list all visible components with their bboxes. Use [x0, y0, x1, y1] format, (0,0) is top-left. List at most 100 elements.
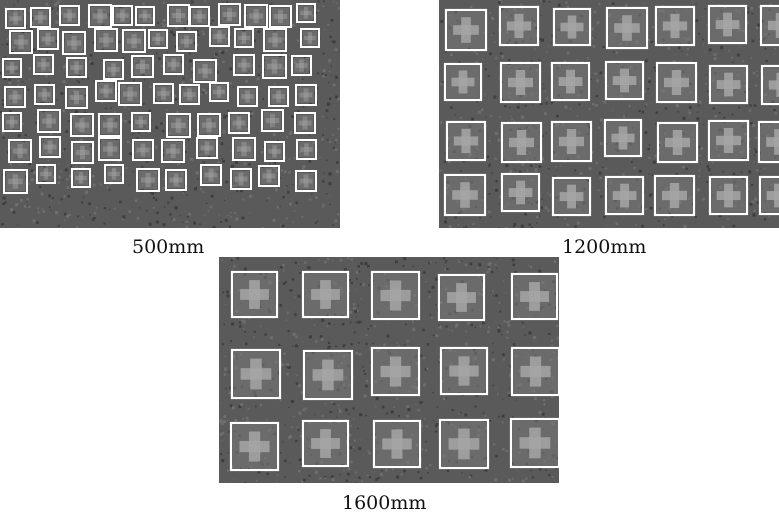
bounding-box — [510, 272, 559, 321]
bounding-box — [98, 137, 122, 161]
bounding-box — [131, 112, 151, 132]
caption-500mm: 500mm — [132, 236, 205, 258]
bounding-box — [228, 112, 250, 134]
bounding-box — [498, 5, 540, 47]
bounding-box — [230, 168, 252, 190]
bounding-box — [209, 26, 230, 47]
image-panel-500mm — [0, 0, 340, 228]
detected-target — [550, 120, 593, 163]
detected-target — [3, 169, 28, 194]
bounding-box — [3, 169, 28, 194]
detected-target — [500, 172, 541, 213]
detected-target — [200, 164, 222, 186]
bounding-box — [372, 419, 422, 469]
detected-target — [707, 4, 748, 45]
bounding-box — [98, 113, 122, 137]
detected-target — [758, 175, 779, 216]
detected-target — [95, 80, 117, 102]
bounding-box — [370, 346, 421, 397]
detected-target — [161, 139, 185, 163]
bounding-box — [95, 80, 117, 102]
detected-target — [500, 121, 543, 164]
bounding-box — [655, 61, 698, 104]
detected-target — [62, 31, 86, 55]
bounding-box — [70, 113, 94, 137]
bounding-box — [264, 141, 285, 162]
bounding-box — [605, 6, 649, 50]
bounding-box — [196, 137, 218, 159]
detected-target — [262, 54, 287, 79]
bounding-box — [66, 57, 87, 78]
detected-target — [2, 112, 22, 132]
bounding-box — [295, 170, 317, 192]
bounding-box — [39, 136, 61, 158]
detected-target — [135, 6, 155, 26]
bounding-box — [94, 28, 118, 52]
detected-target — [209, 82, 229, 102]
bounding-box — [291, 55, 312, 76]
detected-target — [760, 64, 779, 106]
bounding-box — [112, 5, 133, 26]
bounding-box — [509, 417, 559, 469]
bounding-box — [189, 6, 210, 27]
detected-target — [153, 83, 174, 104]
bounding-box — [708, 175, 749, 216]
detected-target — [189, 6, 210, 27]
detected-target — [759, 4, 779, 47]
bounding-box — [237, 86, 258, 107]
bounding-box — [37, 109, 61, 133]
detected-target — [5, 8, 26, 29]
detected-target — [655, 61, 698, 104]
detected-target — [261, 109, 284, 132]
detected-target — [263, 28, 287, 52]
detected-target — [294, 112, 316, 134]
bounding-box — [268, 86, 289, 107]
detected-target — [165, 169, 187, 191]
bounding-box — [2, 112, 22, 132]
bounding-box — [103, 59, 124, 80]
detected-target — [209, 26, 230, 47]
detected-target — [230, 168, 252, 190]
caption-1600mm: 1600mm — [342, 492, 427, 514]
bounding-box — [59, 5, 80, 26]
bounding-box — [62, 31, 86, 55]
detected-target — [37, 109, 61, 133]
bounding-box — [37, 28, 59, 50]
detected-target — [708, 175, 749, 216]
detected-target — [233, 54, 255, 76]
bounding-box — [148, 29, 168, 49]
detected-target — [176, 31, 197, 52]
bounding-box — [708, 64, 749, 105]
bounding-box — [161, 139, 185, 163]
bounding-box — [294, 112, 316, 134]
detected-target — [509, 417, 559, 469]
detected-target — [136, 168, 160, 192]
detected-target — [167, 4, 190, 27]
bounding-box — [258, 165, 280, 187]
detected-target — [122, 29, 146, 53]
detected-target — [707, 119, 750, 162]
detected-target — [552, 7, 592, 47]
detected-target — [437, 273, 486, 322]
detected-target — [166, 113, 191, 138]
detected-target — [230, 270, 279, 319]
bounding-box — [179, 84, 200, 105]
bounding-box — [604, 175, 645, 216]
bounding-box — [233, 54, 255, 76]
detected-target — [264, 141, 285, 162]
bounding-box — [443, 62, 483, 102]
bounding-box — [443, 173, 487, 217]
bounding-box — [135, 6, 155, 26]
detected-target — [498, 5, 540, 47]
detected-target — [291, 55, 312, 76]
detected-target — [603, 118, 643, 158]
bounding-box — [439, 346, 489, 396]
bounding-box — [88, 4, 112, 28]
bounding-box — [654, 5, 696, 47]
detection-image-500mm — [0, 0, 340, 228]
bounding-box — [301, 270, 350, 319]
bounding-box — [437, 273, 486, 322]
detected-target — [33, 54, 54, 75]
bounding-box — [760, 64, 779, 106]
bounding-box — [551, 176, 592, 217]
